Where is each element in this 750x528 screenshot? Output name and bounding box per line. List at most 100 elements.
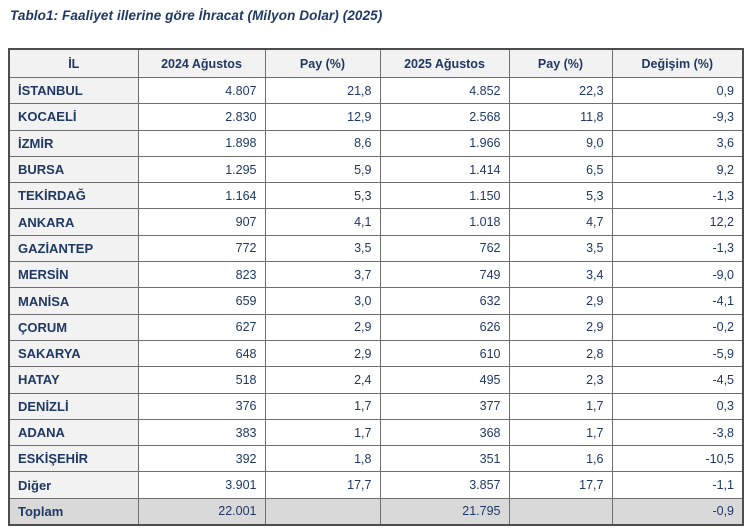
value-cell: 1,7 [264, 392, 381, 420]
value-cell: 0,3 [611, 392, 744, 420]
header-cell-2024-agustos: 2024 Ağustos [137, 48, 266, 78]
table-row: SAKARYA 648 2,9 610 2,8 -5,9 [8, 339, 744, 368]
value-cell: 1,7 [508, 392, 613, 420]
header-cell-2025-agustos: 2025 Ağustos [379, 48, 510, 78]
value-cell: 2,9 [264, 313, 381, 341]
value-cell: 1.966 [379, 129, 510, 157]
value-cell: 9,0 [508, 129, 613, 157]
table-row: DENİZLİ 376 1,7 377 1,7 0,3 [8, 392, 744, 420]
value-cell: 22.001 [137, 497, 266, 526]
city-cell: KOCAELİ [8, 103, 139, 131]
value-cell: 392 [137, 445, 266, 473]
value-cell: 2,8 [508, 339, 613, 368]
value-cell: 2,9 [264, 339, 381, 368]
value-cell: 0,9 [611, 76, 744, 105]
city-cell: MANİSA [8, 287, 139, 315]
export-table: İL 2024 Ağustos Pay (%) 2025 Ağustos Pay… [8, 48, 744, 527]
city-cell: Diğer [8, 471, 139, 499]
table-row: MERSİN 823 3,7 749 3,4 -9,0 [8, 261, 744, 289]
value-cell: 377 [379, 392, 510, 420]
table-row: İZMİR 1.898 8,6 1.966 9,0 3,6 [8, 129, 744, 157]
table-row: ADANA 383 1,7 368 1,7 -3,8 [8, 418, 744, 447]
value-cell: 11,8 [508, 103, 613, 131]
value-cell: -3,8 [611, 418, 744, 447]
value-cell: 2.830 [137, 103, 266, 131]
value-cell: 21,8 [264, 76, 381, 105]
value-cell: 495 [379, 366, 510, 394]
value-cell: 749 [379, 261, 510, 289]
value-cell: 772 [137, 234, 266, 263]
city-cell: ESKİŞEHİR [8, 445, 139, 473]
value-cell: 5,9 [264, 155, 381, 184]
city-cell: ANKARA [8, 208, 139, 236]
city-cell: GAZİANTEP [8, 234, 139, 263]
table-row: TEKİRDAĞ 1.164 5,3 1.150 5,3 -1,3 [8, 182, 744, 210]
value-cell: 351 [379, 445, 510, 473]
value-cell: 1.898 [137, 129, 266, 157]
value-cell: 1.414 [379, 155, 510, 184]
table-row: ANKARA 907 4,1 1.018 4,7 12,2 [8, 208, 744, 236]
value-cell: 5,3 [264, 182, 381, 210]
value-cell: 3.901 [137, 471, 266, 499]
value-cell: 762 [379, 234, 510, 263]
value-cell: 4.852 [379, 76, 510, 105]
table-row: GAZİANTEP 772 3,5 762 3,5 -1,3 [8, 234, 744, 263]
table-row: Diğer 3.901 17,7 3.857 17,7 -1,1 [8, 471, 744, 499]
value-cell [508, 497, 613, 526]
value-cell: 5,3 [508, 182, 613, 210]
value-cell: 1,7 [508, 418, 613, 447]
total-label-cell: Toplam [8, 497, 139, 526]
value-cell: -9,3 [611, 103, 744, 131]
value-cell: 368 [379, 418, 510, 447]
city-cell: SAKARYA [8, 339, 139, 368]
city-cell: MERSİN [8, 261, 139, 289]
table-row: KOCAELİ 2.830 12,9 2.568 11,8 -9,3 [8, 103, 744, 131]
value-cell: 6,5 [508, 155, 613, 184]
table-row: MANİSA 659 3,0 632 2,9 -4,1 [8, 287, 744, 315]
value-cell [264, 497, 381, 526]
header-cell-il: İL [8, 48, 139, 78]
value-cell: -1,3 [611, 234, 744, 263]
value-cell: 21.795 [379, 497, 510, 526]
city-cell: İZMİR [8, 129, 139, 157]
table-row: İSTANBUL 4.807 21,8 4.852 22,3 0,9 [8, 76, 744, 105]
value-cell: 4,1 [264, 208, 381, 236]
value-cell: 1.295 [137, 155, 266, 184]
city-cell: BURSA [8, 155, 139, 184]
value-cell: 2,9 [508, 313, 613, 341]
value-cell: -0,2 [611, 313, 744, 341]
value-cell: 2,9 [508, 287, 613, 315]
value-cell: 1.018 [379, 208, 510, 236]
value-cell: 17,7 [264, 471, 381, 499]
value-cell: 8,6 [264, 129, 381, 157]
value-cell: 3,5 [508, 234, 613, 263]
value-cell: 383 [137, 418, 266, 447]
value-cell: 1.150 [379, 182, 510, 210]
value-cell: 648 [137, 339, 266, 368]
header-cell-degisim: Değişim (%) [611, 48, 744, 78]
value-cell: -4,1 [611, 287, 744, 315]
value-cell: 3.857 [379, 471, 510, 499]
total-row: Toplam 22.001 21.795 -0,9 [8, 497, 744, 526]
value-cell: 12,2 [611, 208, 744, 236]
value-cell: 9,2 [611, 155, 744, 184]
value-cell: 1,6 [508, 445, 613, 473]
value-cell: 627 [137, 313, 266, 341]
value-cell: 659 [137, 287, 266, 315]
value-cell: -0,9 [611, 497, 744, 526]
table-row: HATAY 518 2,4 495 2,3 -4,5 [8, 366, 744, 394]
value-cell: -1,3 [611, 182, 744, 210]
value-cell: 4.807 [137, 76, 266, 105]
value-cell: 3,5 [264, 234, 381, 263]
value-cell: 3,4 [508, 261, 613, 289]
city-cell: DENİZLİ [8, 392, 139, 420]
value-cell: 626 [379, 313, 510, 341]
table-row: BURSA 1.295 5,9 1.414 6,5 9,2 [8, 155, 744, 184]
city-cell: HATAY [8, 366, 139, 394]
table-header-row: İL 2024 Ağustos Pay (%) 2025 Ağustos Pay… [8, 48, 744, 78]
header-cell-pay-2025: Pay (%) [508, 48, 613, 78]
value-cell: 610 [379, 339, 510, 368]
value-cell: 907 [137, 208, 266, 236]
value-cell: -4,5 [611, 366, 744, 394]
value-cell: 17,7 [508, 471, 613, 499]
